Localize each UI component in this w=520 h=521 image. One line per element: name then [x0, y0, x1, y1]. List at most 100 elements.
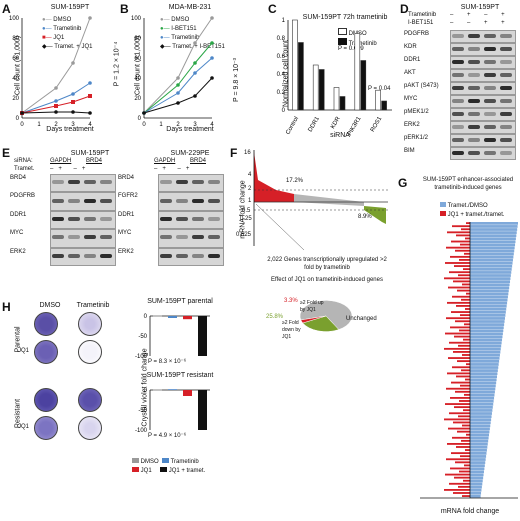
blot-protein-label: PDGFRB [10, 193, 36, 200]
blot-band [484, 85, 496, 90]
bar-jq1 [453, 280, 470, 283]
blot-band [176, 253, 188, 258]
blot-band [176, 235, 188, 240]
bar-tramet [470, 246, 515, 250]
y-tick-label: 60 [12, 56, 19, 62]
bar-tramet [470, 458, 486, 461]
blot-protein-label: MYC [118, 230, 132, 237]
data-point [20, 111, 24, 115]
series-line [21, 17, 91, 114]
data-point [54, 86, 58, 90]
pie-pct-up: 3.3% [284, 298, 298, 304]
bar-jq1 [462, 354, 470, 356]
x-tick-label: DDR1 [308, 115, 322, 133]
blot-band [84, 235, 96, 240]
panel-d-blot: PDGFRB KDR DDR1 AKT pAKT (S473) MYC pMEK1/2 ERK… [404, 30, 516, 160]
bar-jq1 [454, 476, 470, 479]
bar [292, 19, 298, 111]
bar-tramet [470, 344, 502, 348]
pie-slice [300, 315, 327, 324]
bar-tramet [470, 283, 510, 287]
bar-jq1 [453, 351, 470, 353]
blot-band [68, 180, 80, 185]
panel-e-right-group-brd4: BRD4 [190, 158, 207, 164]
y-tick-label: 0 [144, 314, 148, 320]
blot-protein-label: BRD4 [118, 175, 135, 181]
bar-jq1 [464, 464, 470, 467]
bar-jq1 [446, 458, 470, 461]
bar-tramet [470, 418, 492, 422]
bar-tramet [470, 470, 484, 474]
bar-jq1 [454, 406, 470, 409]
series-line [21, 82, 91, 114]
blot-band [160, 235, 172, 240]
bar-jq1 [463, 409, 470, 412]
panel-label-d: D [400, 2, 409, 16]
blot-protein-label: KDR [404, 44, 417, 50]
bar-jq1 [453, 492, 470, 494]
dish-parental-trametinib [78, 312, 102, 336]
bar-tramet [470, 353, 500, 357]
blot-band [160, 198, 172, 203]
y-tick-label: 60 [134, 56, 141, 62]
bar-jq1 [452, 295, 470, 298]
y-tick-label: 0.4 [277, 72, 286, 78]
bar-jq1 [452, 366, 470, 369]
blot-protein-label: PDGFRB [404, 31, 430, 37]
bar-tramet [470, 424, 491, 428]
blot-band [484, 98, 496, 103]
bar-jq1 [451, 240, 470, 243]
bar-tramet [470, 378, 497, 382]
blot-band [160, 217, 172, 221]
panel-d-treat-ibet151: I-BET151 [408, 20, 434, 26]
bar-jq1 [445, 403, 470, 405]
y-tick-label: 0.8 [277, 36, 286, 42]
blot-protein-label: FGFR2 [118, 193, 138, 200]
waterfall-up-region [254, 152, 294, 202]
bar-jq1 [451, 452, 470, 455]
x-tick-label: 3 [71, 122, 75, 128]
bar-tramet [470, 301, 508, 305]
blot-band [208, 235, 220, 240]
bar-tramet [470, 329, 504, 333]
panel-a-pvalue: P = 1.2 × 10⁻⁴ [113, 41, 121, 87]
bar-jq1 [452, 225, 470, 228]
series-line [21, 111, 91, 114]
bar-jq1 [458, 274, 470, 277]
dish-resistant-jq1 [34, 416, 58, 440]
legend-item: ◆— Tramet. + I-BET151 [160, 44, 225, 50]
x-tick-label: KDR [330, 115, 342, 130]
panel-label-b: B [120, 2, 129, 16]
bar-tramet [470, 225, 518, 228]
panel-e-right-group-gapdh: GAPDH [154, 158, 176, 164]
dish-resistant-combo [78, 416, 102, 440]
bar-tramet [470, 356, 500, 360]
blot-band [176, 198, 188, 203]
panel-e-right-blot: BRD4 FGFR2 DDR1 MYC ERK2 [118, 174, 224, 266]
bar-jq1 [447, 372, 470, 375]
bar-tramet [470, 381, 497, 385]
bar-jq1 [458, 485, 470, 488]
blot-band [100, 180, 112, 185]
bar-jq1 [460, 384, 470, 387]
bar-tramet [470, 323, 505, 326]
blot-strip [450, 134, 516, 147]
blot-strip [50, 229, 116, 248]
bar-jq1 [463, 479, 470, 482]
data-point [54, 104, 58, 108]
y-tick-label: 0 [282, 108, 286, 114]
data-point [71, 92, 75, 96]
panel-e-left-signs: –+ –+ [50, 166, 91, 172]
bar [381, 100, 387, 111]
blot-strip [158, 174, 224, 193]
blot-band [452, 46, 464, 51]
series-line [21, 95, 91, 114]
blot-band [500, 98, 512, 103]
data-point [71, 100, 75, 104]
panel-c-title: SUM-159PT 72h trametinib [302, 14, 388, 21]
panel-h-col-trametinib: Trametinib [76, 302, 110, 309]
bar-jq1 [445, 332, 470, 335]
y-tick-label: 100 [9, 16, 20, 22]
bar-tramet [470, 295, 508, 299]
